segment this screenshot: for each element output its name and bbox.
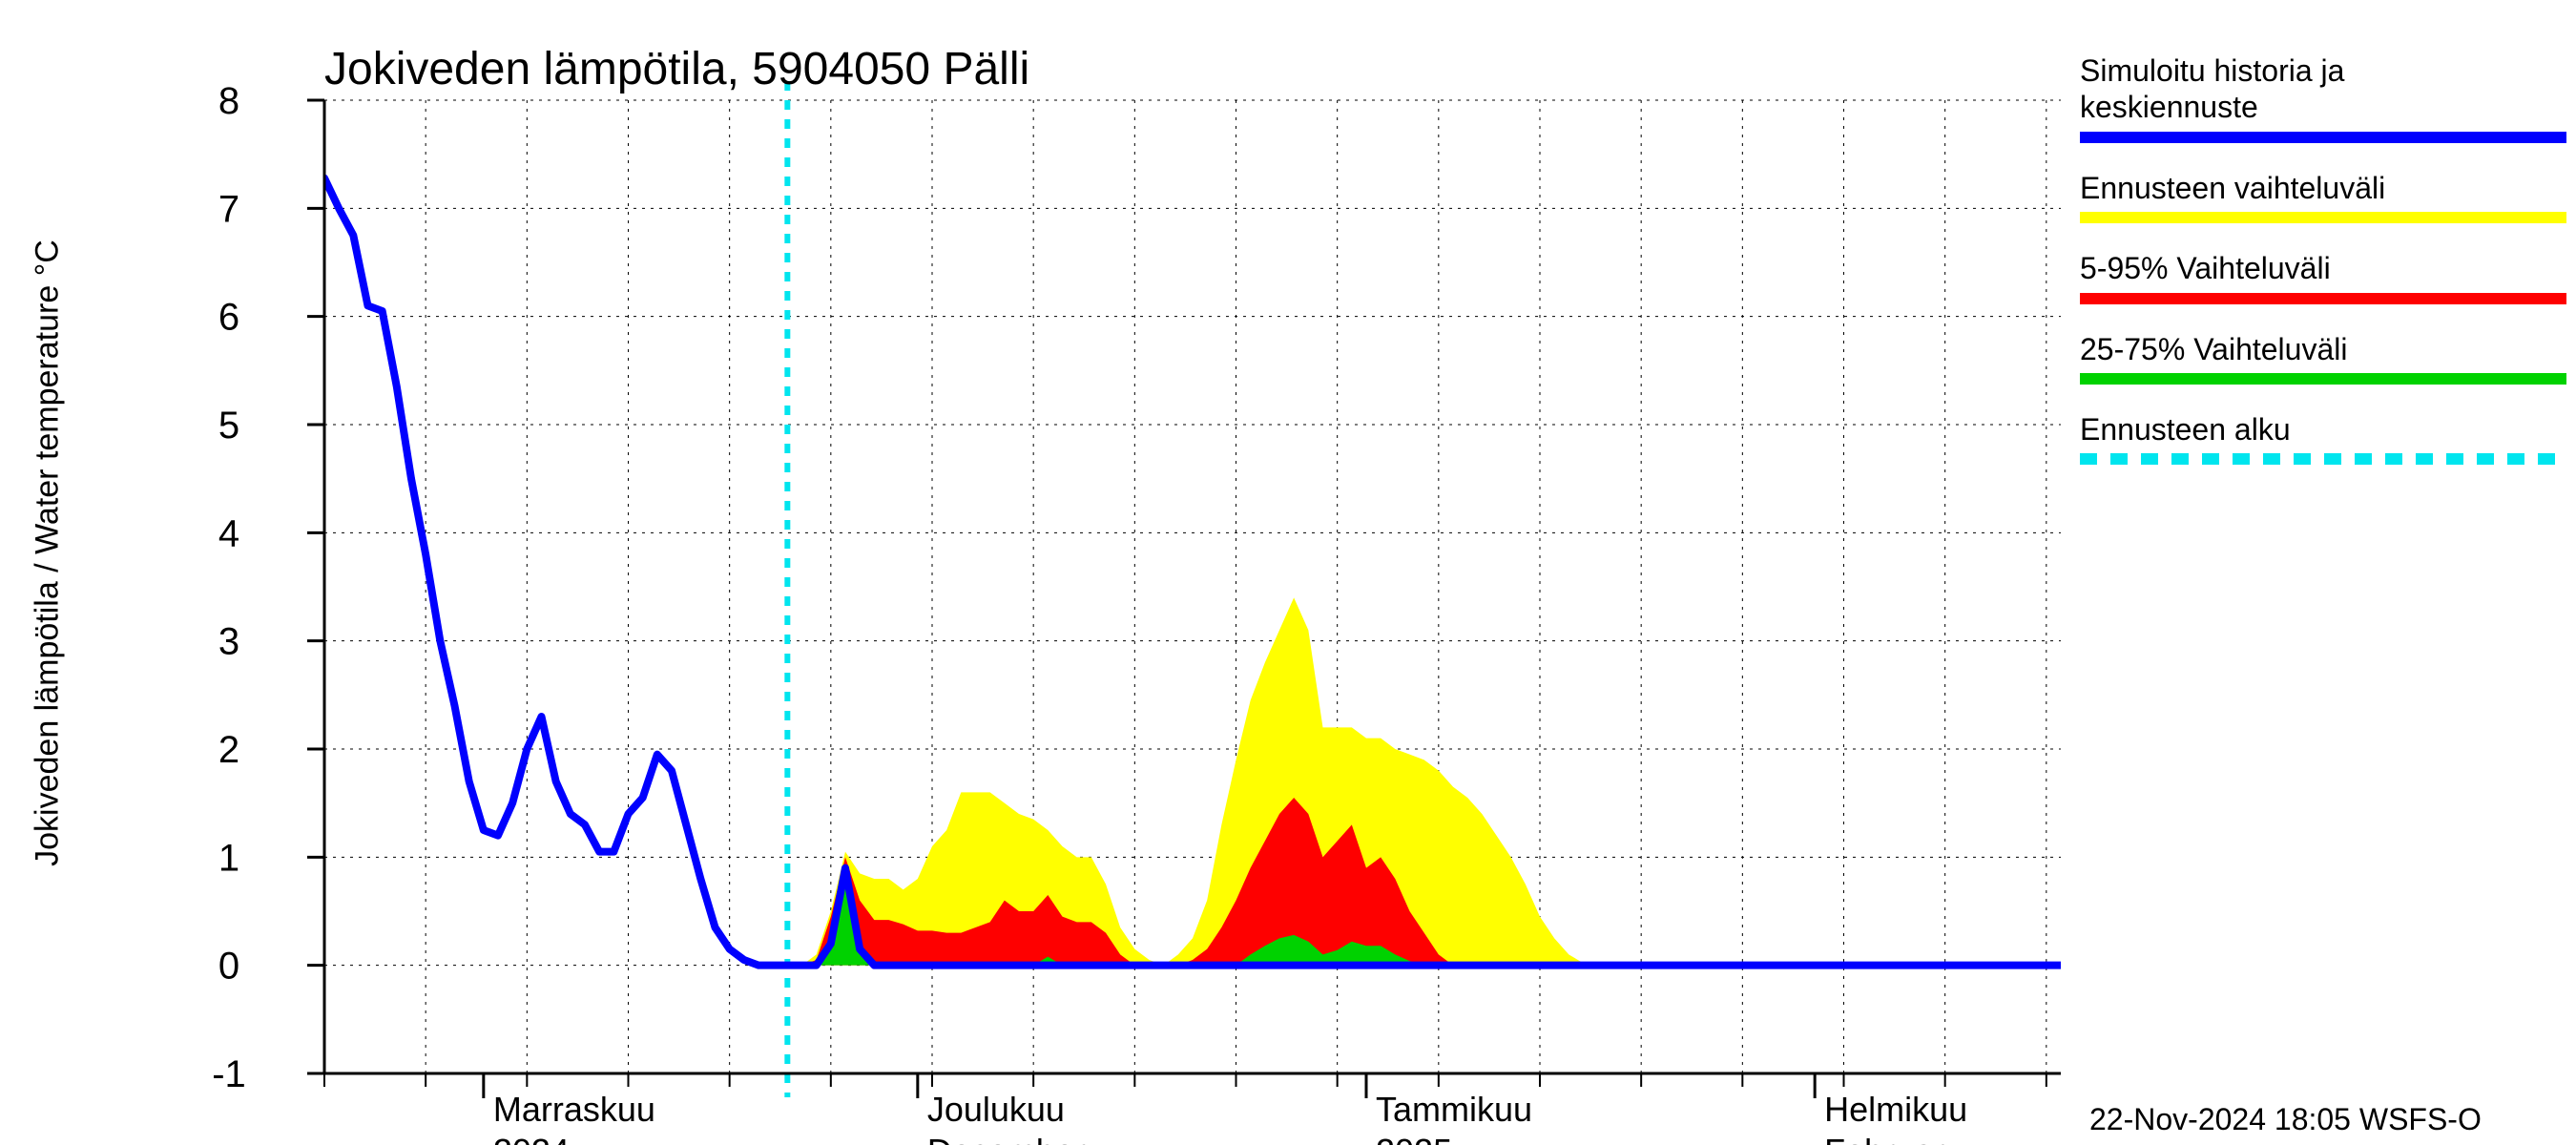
legend-item: Ennusteen vaihteluväli [2080,170,2566,223]
legend-item-label: Ennusteen vaihteluväli [2080,170,2566,206]
svg-text:3: 3 [218,621,239,663]
legend-item-label: Ennusteen alku [2080,411,2566,448]
svg-text:8: 8 [218,80,239,122]
svg-text:7: 7 [218,188,239,230]
svg-text:2024: 2024 [493,1132,570,1145]
svg-text:Marraskuu: Marraskuu [493,1090,655,1129]
legend-swatch [2080,212,2566,223]
svg-text:Helmikuu: Helmikuu [1824,1090,1967,1129]
chart-title: Jokiveden lämpötila, 5904050 Pälli [324,43,1029,95]
svg-text:2: 2 [218,729,239,771]
legend-item: Ennusteen alku [2080,411,2566,465]
legend-item-label: 5-95% Vaihteluväli [2080,250,2566,286]
svg-text:-1: -1 [212,1053,246,1095]
legend: Simuloitu historia jakeskiennuste Ennuste… [2080,52,2566,491]
legend-item-label: 25-75% Vaihteluväli [2080,331,2566,367]
svg-text:2025: 2025 [1376,1132,1452,1145]
svg-text:1: 1 [218,837,239,879]
legend-swatch [2080,373,2566,385]
legend-item-label: keskiennuste [2080,89,2566,125]
svg-text:Tammikuu: Tammikuu [1376,1090,1532,1129]
svg-text:December: December [927,1132,1086,1145]
svg-text:6: 6 [218,297,239,339]
y-axis-label: Jokiveden lämpötila / Water temperature … [30,219,67,887]
legend-item: 25-75% Vaihteluväli [2080,331,2566,385]
svg-text:4: 4 [218,512,239,554]
legend-item: Simuloitu historia jakeskiennuste [2080,52,2566,143]
legend-item: 5-95% Vaihteluväli [2080,250,2566,303]
svg-text:5: 5 [218,405,239,447]
legend-item-label: Simuloitu historia ja [2080,52,2566,89]
svg-text:February: February [1824,1132,1962,1145]
legend-swatch [2080,293,2566,304]
legend-swatch [2080,132,2566,143]
svg-text:0: 0 [218,946,239,988]
timestamp-label: 22-Nov-2024 18:05 WSFS-O [2089,1102,2482,1137]
svg-text:Joulukuu: Joulukuu [927,1090,1065,1129]
legend-swatch [2080,453,2566,465]
